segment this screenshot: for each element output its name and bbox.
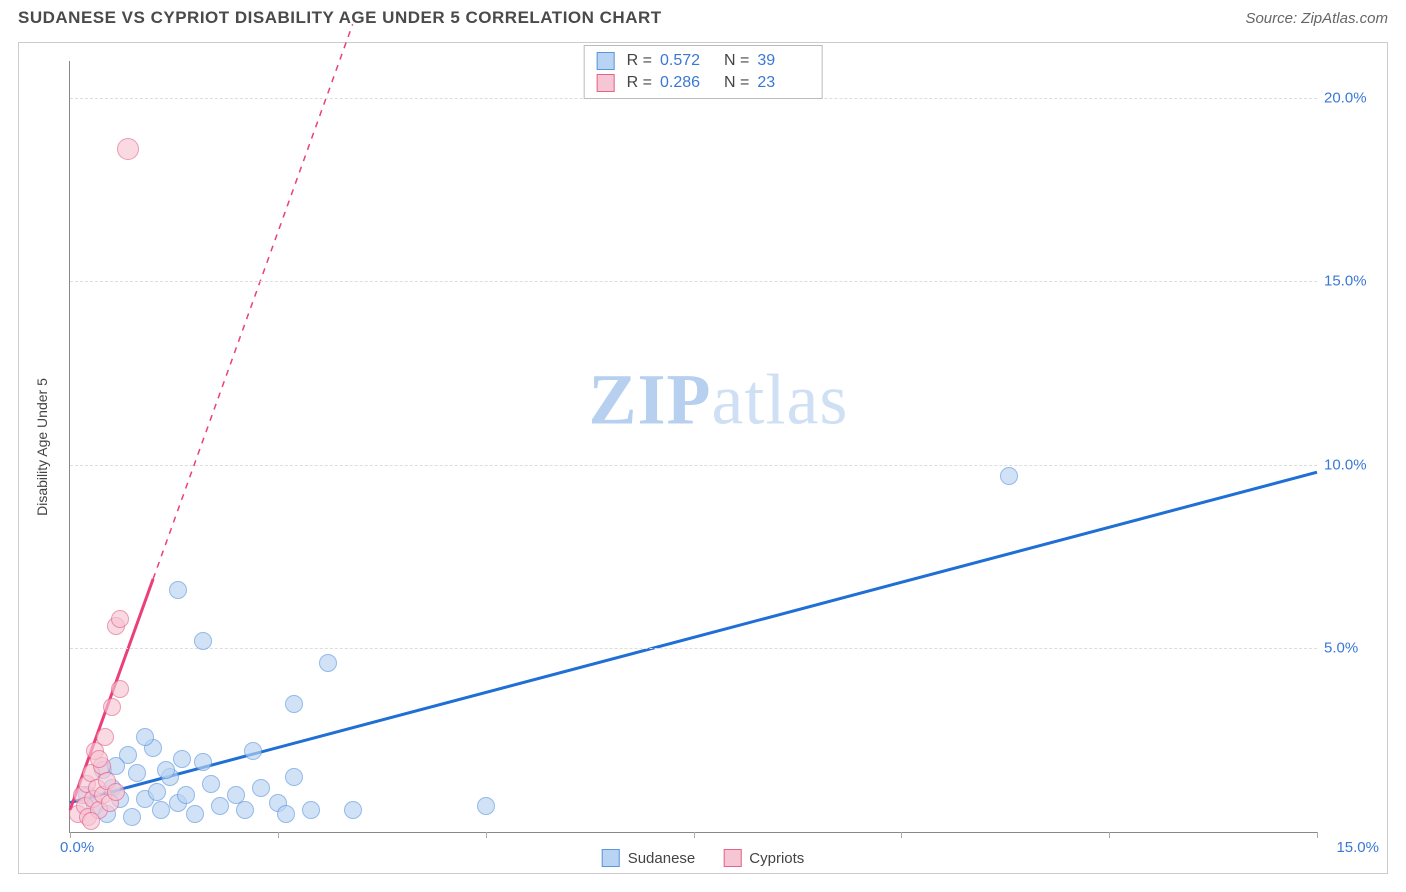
x-tick — [1109, 832, 1110, 838]
data-point — [111, 610, 129, 628]
stat-n-value: 23 — [757, 74, 809, 92]
data-point — [285, 768, 303, 786]
stat-r-label: R = — [627, 74, 652, 92]
legend-swatch — [597, 52, 615, 70]
series-legend: Sudanese Cypriots — [602, 849, 805, 867]
stats-row: R = 0.572 N = 39 — [597, 50, 810, 72]
stat-n-label: N = — [724, 74, 749, 92]
data-point — [177, 786, 195, 804]
stat-r-value: 0.286 — [660, 74, 712, 92]
chart-title: SUDANESE VS CYPRIOT DISABILITY AGE UNDER… — [18, 8, 662, 28]
legend-label: Sudanese — [628, 850, 696, 867]
legend-swatch — [723, 849, 741, 867]
stats-row: R = 0.286 N = 23 — [597, 72, 810, 94]
data-point — [107, 783, 125, 801]
data-point — [157, 761, 175, 779]
data-point — [117, 138, 139, 160]
data-point — [169, 581, 187, 599]
data-point — [202, 775, 220, 793]
data-point — [148, 783, 166, 801]
y-tick-label: 15.0% — [1324, 273, 1379, 290]
data-point — [152, 801, 170, 819]
x-tick — [278, 832, 279, 838]
data-point — [1000, 467, 1018, 485]
data-point — [285, 695, 303, 713]
data-point — [477, 797, 495, 815]
source-label: Source: ZipAtlas.com — [1245, 10, 1388, 27]
legend-swatch — [597, 74, 615, 92]
gridline — [70, 648, 1317, 649]
data-point — [186, 805, 204, 823]
y-tick-label: 5.0% — [1324, 640, 1379, 657]
data-point — [128, 764, 146, 782]
trend-lines-svg — [70, 61, 1317, 832]
data-point — [277, 805, 295, 823]
y-tick-label: 10.0% — [1324, 456, 1379, 473]
data-point — [211, 797, 229, 815]
data-point — [173, 750, 191, 768]
legend-item: Cypriots — [723, 849, 804, 867]
x-tick — [1317, 832, 1318, 838]
gridline — [70, 281, 1317, 282]
data-point — [123, 808, 141, 826]
gridline — [70, 465, 1317, 466]
chart-frame: Disability Age Under 5 ZIPatlas 0.0% 15.… — [18, 42, 1388, 874]
y-tick-label: 20.0% — [1324, 89, 1379, 106]
stat-n-value: 39 — [757, 52, 809, 70]
y-axis-label: Disability Age Under 5 — [34, 378, 50, 516]
x-tick-min: 0.0% — [60, 839, 94, 856]
x-tick — [694, 832, 695, 838]
data-point — [136, 728, 154, 746]
stat-r-value: 0.572 — [660, 52, 712, 70]
stat-r-label: R = — [627, 52, 652, 70]
data-point — [82, 812, 100, 830]
x-tick-max: 15.0% — [1336, 839, 1379, 856]
data-point — [96, 728, 114, 746]
x-tick — [901, 832, 902, 838]
legend-label: Cypriots — [749, 850, 804, 867]
data-point — [236, 801, 254, 819]
x-tick — [70, 832, 71, 838]
data-point — [194, 632, 212, 650]
legend-item: Sudanese — [602, 849, 696, 867]
stats-legend-box: R = 0.572 N = 39 R = 0.286 N = 23 — [584, 45, 823, 99]
data-point — [111, 680, 129, 698]
plot-area: Disability Age Under 5 ZIPatlas 0.0% 15.… — [69, 61, 1317, 833]
x-tick — [486, 832, 487, 838]
data-point — [244, 742, 262, 760]
data-point — [252, 779, 270, 797]
data-point — [103, 698, 121, 716]
trend-line — [153, 24, 353, 579]
data-point — [194, 753, 212, 771]
data-point — [302, 801, 320, 819]
data-point — [344, 801, 362, 819]
data-point — [90, 750, 108, 768]
stat-n-label: N = — [724, 52, 749, 70]
data-point — [319, 654, 337, 672]
legend-swatch — [602, 849, 620, 867]
